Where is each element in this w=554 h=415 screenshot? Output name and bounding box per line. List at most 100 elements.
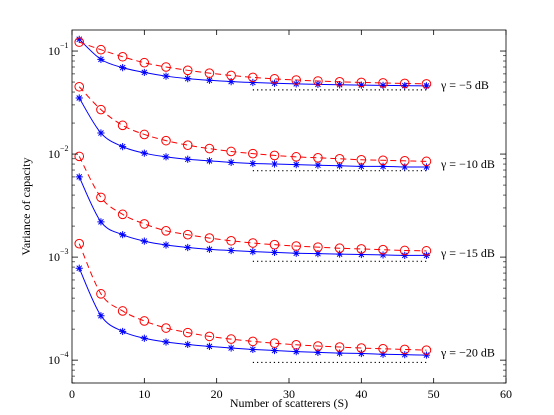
circle-marker xyxy=(226,235,236,246)
star-marker xyxy=(336,162,344,170)
circle-marker xyxy=(356,154,367,165)
circle-marker xyxy=(96,192,106,203)
star-marker xyxy=(97,218,105,226)
x-tick-label: 50 xyxy=(428,387,440,401)
group-2 xyxy=(74,151,432,262)
star-series-line xyxy=(78,97,427,168)
circle-marker xyxy=(139,129,150,140)
star-marker xyxy=(205,342,214,350)
circle-marker xyxy=(313,242,323,252)
star-marker xyxy=(379,81,387,89)
star-marker xyxy=(379,251,387,259)
group-1 xyxy=(74,81,432,172)
circle-marker xyxy=(291,152,302,162)
x-tick-label: 60 xyxy=(500,387,512,401)
circle-marker xyxy=(378,244,388,255)
star-marker xyxy=(119,64,127,72)
star-marker xyxy=(314,250,322,258)
star-marker xyxy=(422,163,431,171)
circle-marker xyxy=(226,334,236,344)
star-marker xyxy=(162,153,170,161)
x-tick-label: 30 xyxy=(283,387,295,401)
star-series-line xyxy=(78,268,427,356)
series-layer xyxy=(74,35,432,364)
star-marker xyxy=(184,155,192,163)
star-marker xyxy=(249,78,257,87)
x-tick-label: 20 xyxy=(211,387,223,401)
star-marker xyxy=(227,78,235,86)
circle-marker xyxy=(334,153,345,164)
circle-marker xyxy=(291,75,302,85)
circle-marker xyxy=(291,339,302,350)
star-marker xyxy=(97,55,105,63)
star-marker xyxy=(75,35,83,43)
circle-marker xyxy=(74,37,85,47)
star-marker xyxy=(357,81,365,89)
star-series-line xyxy=(78,176,427,256)
star-marker xyxy=(205,76,214,84)
circle-marker xyxy=(248,336,258,347)
star-marker xyxy=(401,251,409,259)
circle-marker xyxy=(182,327,193,338)
star-marker xyxy=(401,351,409,359)
star-marker xyxy=(270,346,279,355)
circle-marker xyxy=(161,135,171,146)
star-marker xyxy=(314,161,322,169)
star-marker xyxy=(140,68,148,77)
star-marker xyxy=(314,348,322,356)
group-label: γ = −5 dB xyxy=(440,78,489,92)
star-marker xyxy=(140,237,148,245)
star-marker xyxy=(162,338,170,346)
circle-marker xyxy=(269,239,280,250)
circle-marker xyxy=(161,226,171,236)
star-marker xyxy=(249,159,257,168)
star-marker xyxy=(227,344,235,352)
circle-marker xyxy=(269,74,280,84)
star-marker xyxy=(379,162,387,170)
star-marker xyxy=(140,334,148,342)
star-marker xyxy=(184,75,192,83)
star-marker xyxy=(357,250,365,259)
circle-marker xyxy=(204,68,215,78)
circle-marker xyxy=(139,316,150,326)
circle-marker xyxy=(356,244,367,254)
star-marker xyxy=(270,248,279,257)
y-tick-label: 10 xyxy=(48,353,60,367)
circle-marker xyxy=(421,156,432,167)
circle-marker xyxy=(248,238,258,248)
star-marker xyxy=(357,162,365,170)
star-marker xyxy=(119,327,127,336)
circle-marker xyxy=(313,341,323,351)
star-marker xyxy=(249,345,257,354)
y-tick-exponent: −3 xyxy=(60,247,69,256)
label-layer: Number of scatterers (S) Variance of cap… xyxy=(19,41,512,410)
circle-marker xyxy=(421,246,432,256)
circle-marker xyxy=(139,219,150,229)
circle-marker xyxy=(269,338,280,349)
star-marker xyxy=(119,231,127,239)
y-tick-label: 10 xyxy=(48,147,60,161)
circle-marker xyxy=(139,57,150,68)
star-marker xyxy=(314,80,322,88)
circle-marker xyxy=(399,156,410,166)
star-marker xyxy=(97,312,105,320)
circle-marker xyxy=(74,238,85,249)
circle-marker xyxy=(248,148,258,159)
circle-marker xyxy=(117,209,128,220)
star-marker xyxy=(422,82,431,90)
x-axis-label: Number of scatterers (S) xyxy=(230,396,348,410)
circle-marker xyxy=(182,65,193,76)
group-3 xyxy=(74,238,432,364)
circle-marker xyxy=(269,150,280,161)
circle-marker xyxy=(334,76,345,87)
circle-marker xyxy=(182,229,193,240)
star-marker xyxy=(292,348,300,356)
circle-marker xyxy=(204,143,215,154)
circle-marker xyxy=(161,323,171,333)
circle-marker xyxy=(356,77,367,88)
circle-marker xyxy=(96,44,106,55)
circle-marker xyxy=(226,70,236,81)
star-marker xyxy=(75,264,83,272)
circle-series-line xyxy=(79,41,427,85)
circle-marker xyxy=(96,289,106,299)
